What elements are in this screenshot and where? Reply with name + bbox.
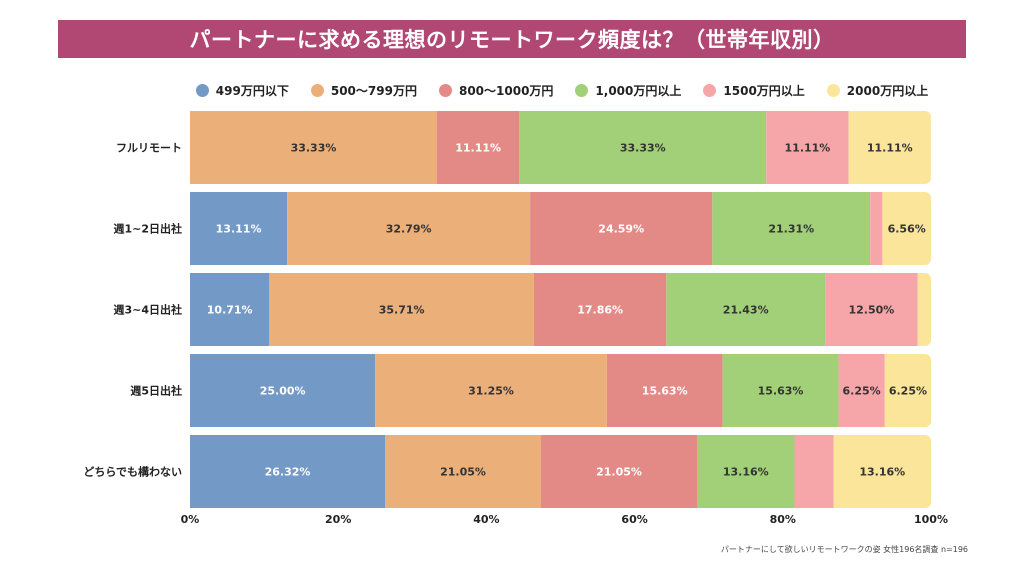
legend-label: 1,000万円以上 bbox=[595, 83, 682, 98]
legend-item: 800〜1000万円 bbox=[438, 80, 554, 100]
data-label: 24.59% bbox=[598, 223, 644, 236]
legend-label: 1500万円以上 bbox=[723, 83, 805, 98]
bar-segment bbox=[436, 111, 520, 184]
bar-segment bbox=[530, 192, 713, 265]
bar-segment bbox=[666, 273, 826, 346]
x-tick-label: 60% bbox=[621, 513, 647, 526]
bar-segment bbox=[838, 354, 885, 427]
legend-swatch bbox=[826, 83, 840, 97]
bar-segment bbox=[541, 435, 697, 508]
bar-segment bbox=[519, 111, 767, 184]
legend-swatch bbox=[438, 83, 452, 97]
legend-label: 2000万円以上 bbox=[846, 83, 929, 98]
bar-segment bbox=[287, 192, 531, 265]
legend-swatch bbox=[703, 83, 717, 97]
data-label: 15.63% bbox=[758, 385, 804, 398]
legend-item: 499万円以下 bbox=[195, 80, 289, 100]
data-label: 10.71% bbox=[207, 304, 253, 317]
data-label: 6.56% bbox=[888, 223, 926, 236]
data-label: 13.16% bbox=[859, 466, 905, 479]
bar-segment bbox=[190, 111, 437, 184]
bar-row bbox=[190, 435, 931, 508]
data-label: 6.25% bbox=[843, 385, 881, 398]
bar-segment bbox=[375, 354, 607, 427]
category-label: 週3~4日出社 bbox=[113, 303, 182, 317]
bar-segment bbox=[712, 192, 871, 265]
data-label: 35.71% bbox=[379, 304, 425, 317]
data-label: 11.11% bbox=[785, 142, 831, 155]
bar-segment bbox=[190, 273, 270, 346]
data-label: 11.11% bbox=[455, 142, 501, 155]
data-label: 21.05% bbox=[596, 466, 642, 479]
bar-segment bbox=[722, 354, 839, 427]
legend-item: 500〜799万円 bbox=[310, 80, 417, 100]
bar-segment bbox=[882, 192, 931, 265]
legend-label: 500〜799万円 bbox=[330, 83, 417, 98]
bar-segment bbox=[848, 111, 931, 184]
bar-segment bbox=[825, 273, 918, 346]
x-tick-label: 0% bbox=[181, 513, 200, 526]
footnote: パートナーにして欲しいリモートワークの姿 女性196名調査 n=196 bbox=[720, 545, 968, 554]
data-label: 6.25% bbox=[889, 385, 927, 398]
bar-segment bbox=[884, 354, 931, 427]
bar-segment bbox=[190, 435, 386, 508]
data-label: 21.43% bbox=[723, 304, 769, 317]
legend-item: 1,000万円以上 bbox=[575, 80, 681, 100]
x-tick-label: 20% bbox=[325, 513, 351, 526]
legend: 499万円以下 500〜799万円 800〜1000万円 1,000万円以上 1500万… bbox=[0, 80, 1024, 100]
bar-segment bbox=[269, 273, 534, 346]
legend-label: 800〜1000万円 bbox=[458, 83, 554, 98]
data-label: 21.31% bbox=[768, 223, 814, 236]
data-label: 31.25% bbox=[468, 385, 514, 398]
bar-segment bbox=[917, 273, 931, 346]
data-label: 21.05% bbox=[440, 466, 486, 479]
legend-swatch bbox=[195, 83, 209, 97]
legend-item: 1500万円以上 bbox=[703, 80, 805, 100]
data-label: 12.50% bbox=[849, 304, 895, 317]
bar-row bbox=[190, 354, 931, 427]
category-label: フルリモート bbox=[116, 142, 182, 155]
x-tick-label: 100% bbox=[914, 513, 948, 526]
bar-segment bbox=[794, 435, 834, 508]
bar-segment bbox=[870, 192, 883, 265]
bar-row bbox=[190, 273, 931, 346]
bar-segment bbox=[606, 354, 723, 427]
legend-item: 2000万円以上 bbox=[826, 80, 929, 100]
category-label: どちらでも構わない bbox=[83, 465, 182, 479]
bar-segment bbox=[833, 435, 931, 508]
bar-segment bbox=[766, 111, 849, 184]
legend-swatch bbox=[575, 83, 589, 97]
chart-title: パートナーに求める理想のリモートワーク頻度は？（世帯年収別） bbox=[58, 20, 966, 58]
data-label: 26.32% bbox=[265, 466, 311, 479]
data-label: 15.63% bbox=[642, 385, 688, 398]
data-label: 33.33% bbox=[620, 142, 666, 155]
x-tick-label: 40% bbox=[473, 513, 499, 526]
bar-row bbox=[190, 192, 931, 265]
bar-segment bbox=[696, 435, 795, 508]
bar-row bbox=[190, 111, 931, 184]
bar-segment bbox=[190, 192, 288, 265]
category-label: 週5日出社 bbox=[130, 384, 182, 398]
data-label: 13.11% bbox=[216, 223, 262, 236]
x-tick-label: 80% bbox=[770, 513, 796, 526]
data-label: 25.00% bbox=[260, 385, 306, 398]
bar-segment bbox=[533, 273, 667, 346]
legend-label: 499万円以下 bbox=[215, 83, 289, 98]
data-label: 17.86% bbox=[577, 304, 623, 317]
data-label: 33.33% bbox=[291, 142, 337, 155]
legend-swatch bbox=[310, 83, 324, 97]
bar-segment bbox=[190, 354, 376, 427]
data-label: 11.11% bbox=[867, 142, 913, 155]
category-label: 週1~2日出社 bbox=[113, 222, 182, 236]
data-label: 13.16% bbox=[723, 466, 769, 479]
data-label: 32.79% bbox=[386, 223, 432, 236]
bar-segment bbox=[385, 435, 542, 508]
